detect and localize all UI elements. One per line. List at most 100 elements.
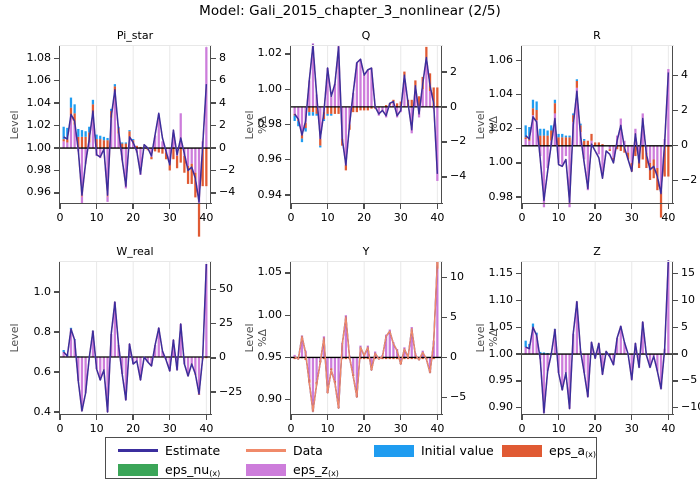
- shock-bar: [311, 106, 315, 113]
- shock-bar: [539, 145, 542, 157]
- ytick-label-right: 4: [219, 95, 226, 109]
- shock-bar: [377, 106, 380, 116]
- shock-bar: [293, 357, 296, 360]
- xtick: [436, 203, 439, 209]
- shock-bar: [80, 357, 84, 411]
- shock-bar: [319, 106, 322, 139]
- right-spine: [210, 262, 212, 414]
- subplot-y: Y 0.90 0.95 1.00 1.05 −5 0 5 10 0 10 20 30 40 Level %Δ: [243, 245, 500, 435]
- shock-bar: [175, 155, 179, 169]
- subplot-r: R 0.98 1.00 1.02 1.04 1.06 −2 0 2 4 0 10 20 30 40 Level…: [474, 29, 697, 224]
- shock-bar: [91, 114, 95, 149]
- shock-bar: [590, 133, 593, 141]
- ytick-label-left: 0.96: [26, 185, 52, 199]
- legend-item-initial-value[interactable]: Initial value: [374, 443, 494, 458]
- shock-bar: [374, 357, 377, 360]
- ytick-right: [672, 380, 678, 382]
- shock-bar: [575, 87, 579, 146]
- ytick-right: [441, 396, 447, 398]
- legend-label: Estimate: [165, 443, 221, 458]
- shock-bar: [157, 328, 160, 357]
- shock-bar: [293, 354, 296, 358]
- shock-bar: [583, 140, 586, 146]
- shock-bar: [146, 357, 149, 362]
- ytick-label-right: 2: [219, 118, 226, 132]
- shock-bar: [546, 354, 549, 372]
- shock-bar: [626, 152, 630, 160]
- shock-bar: [121, 142, 124, 144]
- ytick-left: [285, 314, 291, 316]
- shock-bar: [539, 351, 542, 355]
- shock-bar: [99, 148, 102, 159]
- shock-bar: [641, 113, 644, 146]
- shock-bar: [106, 140, 109, 149]
- ytick-label-right: 0: [219, 140, 226, 154]
- shock-bar: [652, 159, 655, 179]
- shock-bar: [406, 357, 410, 360]
- ytick-label-right: 2: [450, 64, 457, 78]
- ytick-right: [672, 179, 678, 181]
- shock-bar: [561, 145, 564, 165]
- ytick-right: [210, 288, 216, 291]
- legend-item-eps-a[interactable]: eps_a(x): [502, 443, 596, 459]
- xtick: [169, 203, 171, 209]
- shock-bar: [139, 148, 142, 175]
- shock-bar: [656, 354, 659, 372]
- shock-bar: [73, 104, 76, 114]
- legend-item-eps-nu[interactable]: eps_nu(x): [118, 462, 220, 478]
- legend-swatch-patch-icon: [246, 463, 286, 476]
- y-axis-label-left: Level: [243, 323, 256, 353]
- ytick-label-right: −2: [219, 162, 236, 176]
- shock-bar: [667, 145, 670, 177]
- legend-item-estimate[interactable]: Estimate: [118, 443, 220, 458]
- shock-bar: [300, 335, 304, 358]
- plot-area: [60, 262, 210, 414]
- ytick-left: [285, 356, 291, 359]
- subplot-title: Pi_star: [116, 29, 154, 42]
- xtick-label: 20: [357, 211, 372, 224]
- ytick-right: [441, 71, 447, 73]
- shock-bar: [366, 69, 369, 107]
- right-spine: [672, 46, 674, 203]
- shock-bar: [315, 357, 318, 382]
- shock-bar: [539, 128, 542, 136]
- shock-bar: [637, 145, 641, 157]
- shock-bar: [528, 127, 531, 138]
- shock-bar: [586, 145, 589, 191]
- shock-bar: [557, 133, 560, 138]
- shock-bar: [304, 128, 307, 132]
- shock-bar: [531, 115, 535, 146]
- ytick-label-right: 6: [219, 73, 226, 87]
- shock-bar: [348, 106, 351, 125]
- shock-bar: [524, 137, 527, 140]
- bottom-spine: [59, 414, 212, 416]
- shock-bar: [308, 357, 311, 380]
- shock-bar: [124, 148, 127, 189]
- shock-bar: [421, 89, 424, 107]
- shock-bar: [535, 101, 538, 110]
- shock-bar: [341, 357, 344, 360]
- ytick-right: [672, 74, 678, 77]
- legend-item-data[interactable]: Data: [246, 443, 323, 458]
- top-spine: [521, 261, 674, 262]
- xtick-label: 40: [199, 211, 214, 224]
- shock-bar: [568, 135, 571, 138]
- ytick-right: [210, 102, 216, 104]
- legend-item-eps-z[interactable]: eps_z(x): [246, 462, 339, 478]
- shock-bar: [659, 354, 663, 389]
- shock-bar: [370, 357, 373, 369]
- shock-bar: [392, 103, 395, 107]
- ytick-left: [54, 169, 60, 172]
- shock-bar: [161, 351, 164, 357]
- shock-bar: [586, 354, 589, 397]
- legend: Estimate Data Initial value eps_a(x) eps_nu(…: [105, 437, 597, 479]
- ytick-label-left: 0.4: [33, 404, 52, 418]
- ytick-label-right: 10: [450, 269, 464, 283]
- shock-bar: [124, 143, 127, 149]
- shock-bar: [392, 357, 395, 360]
- shock-bar: [161, 148, 164, 154]
- ytick-left: [285, 123, 291, 126]
- shock-bar: [410, 327, 413, 358]
- shock-bar: [330, 96, 333, 107]
- plot-area: [522, 46, 672, 218]
